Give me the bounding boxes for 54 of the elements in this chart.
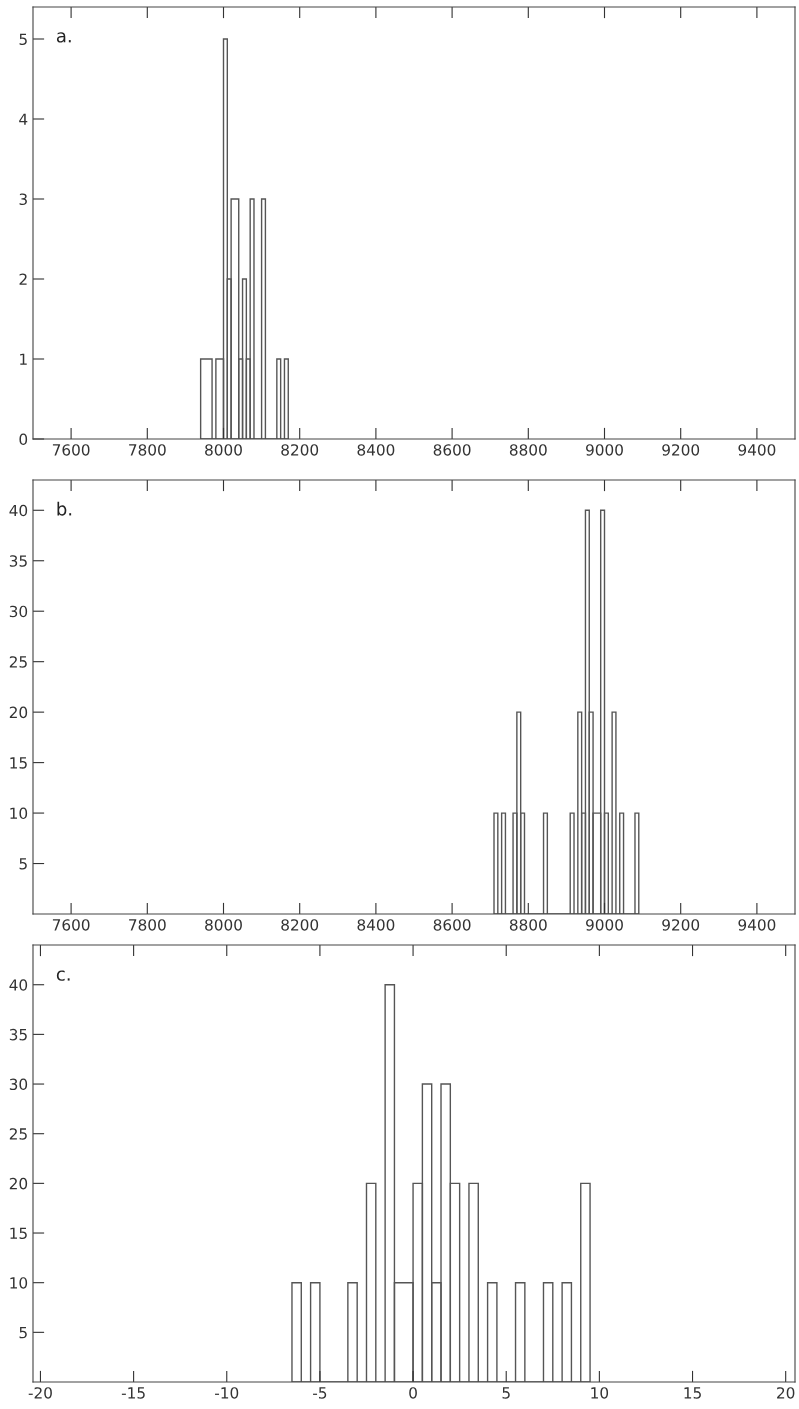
- x-tick-label: 8200: [281, 444, 319, 456]
- y-tick-label: 40: [9, 504, 28, 517]
- x-tick-label: 7800: [129, 919, 166, 931]
- y-tick-label: 10: [10, 1277, 28, 1289]
- annotation: b.: [57, 501, 72, 516]
- annotation: a.: [56, 32, 71, 43]
- y-tick-label: 35: [9, 1028, 27, 1041]
- x-tick-label: 8800: [509, 919, 547, 931]
- x-tick-label: 9200: [662, 919, 700, 931]
- x-tick-label: 8000: [205, 919, 242, 931]
- x-tick-label: 9400: [738, 444, 776, 456]
- x-tick-label: 10: [591, 1387, 609, 1399]
- x-tick-label: 7800: [129, 444, 166, 456]
- y-tick-label: 30: [9, 1078, 28, 1091]
- x-tick-label: -15: [121, 1387, 145, 1399]
- y-tick-label: 5: [19, 858, 27, 870]
- y-tick-label: 25: [9, 656, 27, 668]
- y-tick-label: 15: [10, 757, 27, 769]
- x-tick-label: -20: [28, 1387, 52, 1399]
- y-tick-label: 40: [9, 979, 28, 991]
- x-tick-label: 8400: [357, 444, 395, 456]
- y-tick-label: 10: [10, 807, 28, 820]
- x-tick-label: 20: [777, 1387, 795, 1399]
- y-tick-label: 2: [19, 273, 27, 285]
- y-tick-label: 35: [9, 555, 27, 567]
- y-tick-label: 20: [9, 1177, 28, 1190]
- x-tick-label: 5: [502, 1387, 510, 1399]
- y-tick-label: 0: [19, 433, 28, 446]
- x-tick-label: 7600: [52, 444, 90, 456]
- y-tick-label: 1: [20, 353, 27, 365]
- x-tick-label: 9000: [586, 919, 623, 931]
- x-tick-label: 8800: [509, 444, 547, 456]
- y-tick-label: 25: [9, 1128, 27, 1140]
- x-tick-label: 9400: [738, 919, 776, 931]
- x-tick-label: 0: [409, 1387, 417, 1399]
- y-tick-label: 4: [19, 113, 28, 125]
- x-tick-label: 8600: [433, 444, 471, 456]
- x-tick-label: 9200: [662, 444, 700, 456]
- x-tick-label: 8200: [281, 919, 319, 931]
- y-tick-label: 15: [10, 1227, 27, 1240]
- y-tick-label: 20: [9, 706, 28, 719]
- x-tick-label: 8600: [433, 919, 471, 931]
- annotation: c.: [56, 970, 70, 981]
- x-tick-label: 8400: [357, 919, 395, 931]
- y-tick-label: 30: [9, 605, 28, 618]
- y-tick-label: 5: [19, 1327, 27, 1339]
- x-tick-label: 8000: [205, 444, 242, 456]
- y-tick-label: 3: [19, 193, 27, 206]
- x-tick-label: 9000: [586, 444, 623, 456]
- y-tick-label: 5: [19, 33, 27, 46]
- x-tick-label: -10: [215, 1387, 239, 1399]
- x-tick-label: -5: [313, 1387, 327, 1399]
- x-tick-label: 15: [684, 1387, 701, 1399]
- x-tick-label: 7600: [52, 919, 90, 931]
